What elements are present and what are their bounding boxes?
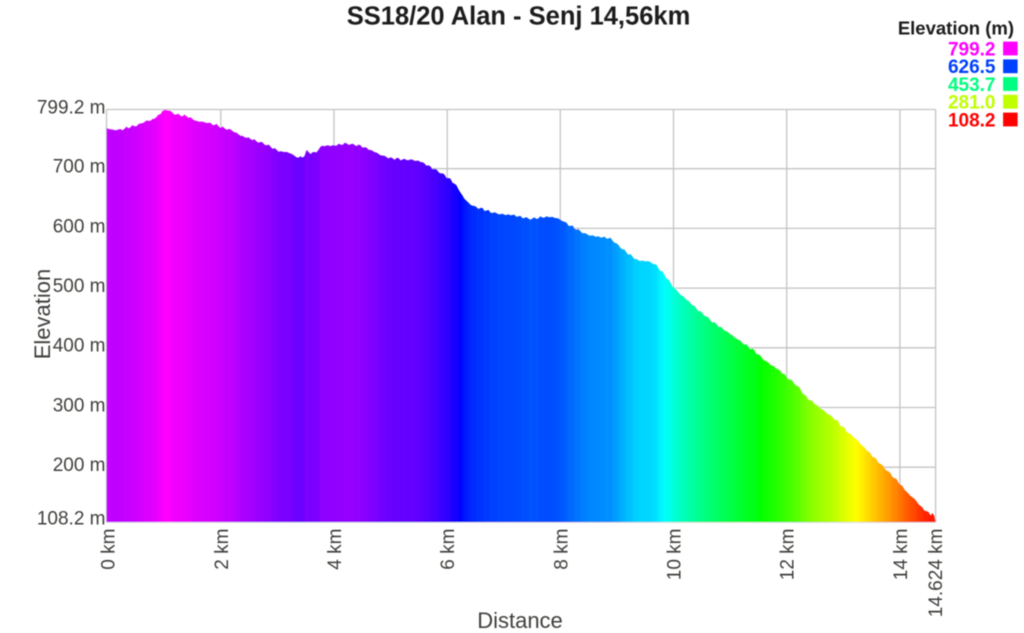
svg-text:Elevation (m): Elevation (m) <box>898 18 1014 39</box>
svg-text:14 km: 14 km <box>891 529 912 581</box>
svg-text:SS18/20 Alan - Senj 14,56km: SS18/20 Alan - Senj 14,56km <box>347 3 691 31</box>
svg-text:10 km: 10 km <box>665 529 686 581</box>
svg-text:6 km: 6 km <box>438 529 459 570</box>
svg-text:300 m: 300 m <box>53 395 106 416</box>
svg-text:200 m: 200 m <box>53 455 106 476</box>
svg-text:108.2: 108.2 <box>948 110 996 131</box>
svg-text:626.5: 626.5 <box>948 57 996 78</box>
svg-text:Elevation: Elevation <box>30 269 55 360</box>
svg-text:700 m: 700 m <box>53 157 106 178</box>
svg-text:799.2: 799.2 <box>948 39 996 60</box>
svg-text:4 km: 4 km <box>325 529 346 570</box>
svg-text:600 m: 600 m <box>53 216 106 237</box>
svg-text:2 km: 2 km <box>212 529 233 570</box>
svg-text:400 m: 400 m <box>53 336 106 357</box>
svg-text:0 km: 0 km <box>99 529 120 570</box>
svg-text:108.2 m: 108.2 m <box>37 508 106 529</box>
svg-text:799.2 m: 799.2 m <box>37 97 106 118</box>
svg-text:281.0: 281.0 <box>948 93 996 114</box>
svg-text:14.624 km: 14.624 km <box>926 529 947 618</box>
svg-text:12 km: 12 km <box>778 529 799 581</box>
svg-text:500 m: 500 m <box>53 276 106 297</box>
svg-text:Distance: Distance <box>477 608 563 633</box>
svg-text:453.7: 453.7 <box>948 75 996 96</box>
svg-text:8 km: 8 km <box>551 529 572 570</box>
